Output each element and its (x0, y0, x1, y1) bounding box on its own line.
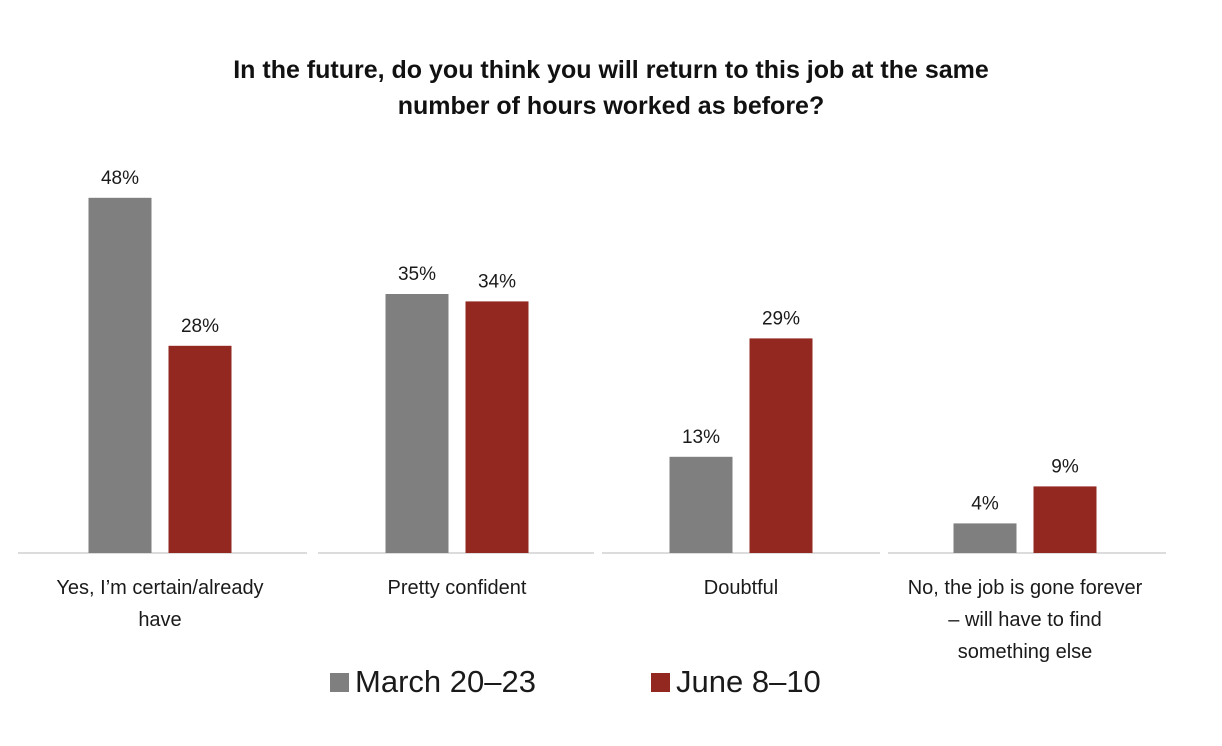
chart-title-line-2: number of hours worked as before? (397, 92, 825, 120)
data-label-series-0-cat-1: 35% (398, 264, 436, 285)
chart-title: In the future, do you think you will ret… (0, 52, 1222, 124)
category-label-1-line-0: Pretty confident (387, 577, 527, 599)
bar-series-1-cat-3 (1033, 486, 1097, 553)
bar-series-1-cat-1 (465, 301, 529, 553)
data-label-series-1-cat-3: 9% (1051, 456, 1079, 477)
legend-swatch-june (651, 672, 670, 692)
data-label-series-0-cat-3: 4% (971, 493, 999, 514)
bar-series-0-cat-3 (953, 523, 1017, 553)
category-label-2-line-0: Doubtful (703, 577, 779, 599)
category-label-3-line-0: No, the job is gone forever (907, 577, 1143, 599)
data-label-series-0-cat-2: 13% (682, 427, 720, 448)
category-label-2: Doubtful (611, 572, 871, 604)
bar-series-0-cat-2 (669, 456, 733, 553)
legend-swatch-march (330, 672, 349, 692)
bar-series-1-cat-2 (749, 338, 813, 553)
category-label-3-line-2: something else (957, 641, 1093, 663)
category-label-1: Pretty confident (327, 572, 587, 604)
data-label-series-1-cat-1: 34% (478, 271, 516, 292)
legend-label-june: June 8–10 (676, 664, 821, 699)
bar-series-1-cat-0 (168, 345, 232, 553)
data-label-series-1-cat-2: 29% (762, 308, 800, 329)
legend-item-june: June 8–10 (651, 664, 821, 700)
legend-item-march: March 20–23 (330, 664, 536, 700)
legend-label-march: March 20–23 (355, 664, 536, 699)
category-label-3-line-1: – will have to find (948, 609, 1102, 631)
category-label-0-line-1: have (138, 609, 182, 631)
bar-series-0-cat-0 (88, 197, 152, 554)
data-label-series-1-cat-0: 28% (181, 316, 219, 337)
category-label-3: No, the job is gone forever – will have t… (875, 572, 1175, 668)
chart-title-line-1: In the future, do you think you will ret… (233, 56, 989, 84)
data-label-series-0-cat-0: 48% (101, 168, 139, 189)
category-label-0-line-0: Yes, I’m certain/already (56, 577, 264, 599)
bar-series-0-cat-1 (385, 294, 449, 553)
category-label-0: Yes, I’m certain/already have (10, 572, 310, 636)
